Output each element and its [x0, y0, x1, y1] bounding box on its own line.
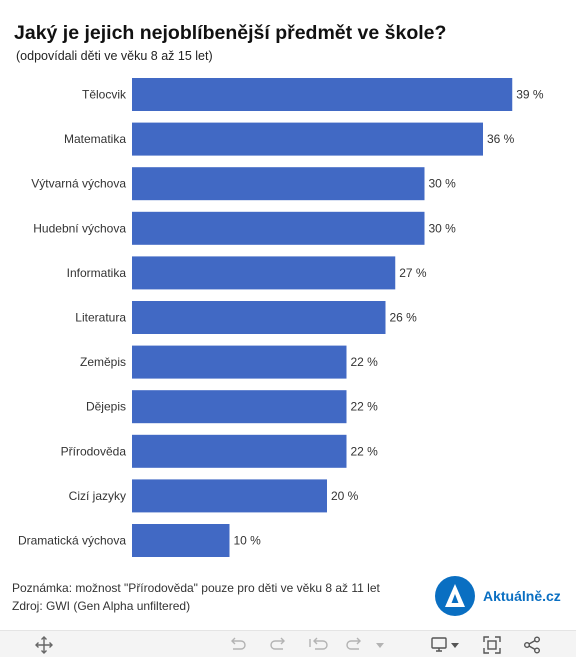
bar-chart: Tělocvik 39 % Matematika 36 % Výtvarná výcho… — [18, 78, 544, 557]
category-label: Literatura — [75, 311, 126, 325]
brand-logo[interactable]: Aktuálně.cz — [435, 576, 561, 616]
undo-icon[interactable] — [228, 635, 248, 655]
category-label: Informatika — [67, 266, 127, 280]
value-label: 22 % — [351, 355, 379, 369]
value-label: 10 % — [234, 534, 262, 548]
brand-name: Aktuálně.cz — [483, 588, 561, 604]
category-label: Zeměpis — [80, 355, 126, 369]
bar[interactable] — [132, 167, 425, 201]
value-label: 22 % — [351, 400, 379, 414]
category-label: Přírodověda — [61, 444, 127, 458]
share-icon[interactable] — [522, 635, 542, 655]
bar[interactable] — [132, 78, 513, 111]
value-label: 30 % — [429, 221, 457, 235]
category-label: Dějepis — [86, 400, 126, 414]
category-label: Matematika — [64, 132, 126, 146]
bar[interactable] — [132, 345, 347, 379]
value-label: 22 % — [351, 444, 379, 458]
value-label: 26 % — [390, 311, 418, 325]
bar[interactable] — [132, 256, 396, 290]
forward-icon[interactable] — [344, 635, 364, 655]
brand-a-icon — [445, 584, 465, 607]
bar[interactable] — [132, 524, 230, 557]
bar[interactable] — [132, 479, 327, 513]
value-label: 30 % — [429, 177, 457, 191]
move-icon[interactable] — [34, 635, 54, 655]
download-icon[interactable] — [430, 635, 462, 655]
bar[interactable] — [132, 434, 347, 468]
category-label: Cizí jazyky — [69, 489, 126, 503]
chart-subtitle: (odpovídali děti ve věku 8 až 15 let) — [16, 49, 213, 63]
brand-logo-mark — [435, 576, 475, 616]
dropdown-arrow-icon[interactable] — [374, 635, 386, 655]
revert-icon[interactable] — [308, 635, 330, 655]
value-label: 20 % — [331, 489, 359, 503]
category-label: Dramatická výchova — [18, 534, 126, 548]
bar[interactable] — [132, 301, 386, 334]
bar[interactable] — [132, 390, 347, 424]
category-label: Výtvarná výchova — [31, 177, 126, 191]
redo-icon[interactable] — [268, 635, 288, 655]
value-label: 36 % — [487, 132, 515, 146]
bar[interactable] — [132, 211, 425, 245]
value-label: 39 % — [516, 88, 544, 102]
chart-note: Poznámka: možnost "Přírodověda" pouze pr… — [12, 581, 380, 595]
category-label: Hudební výchova — [33, 221, 126, 235]
category-label: Tělocvik — [82, 88, 127, 102]
value-label: 27 % — [399, 266, 427, 280]
fullscreen-icon[interactable] — [482, 635, 502, 655]
chart-title: Jaký je jejich nejoblíbenější předmět ve… — [14, 22, 447, 44]
bar[interactable] — [132, 122, 483, 156]
toolbar — [0, 630, 576, 657]
chart-source: Zdroj: GWI (Gen Alpha unfiltered) — [12, 599, 191, 613]
